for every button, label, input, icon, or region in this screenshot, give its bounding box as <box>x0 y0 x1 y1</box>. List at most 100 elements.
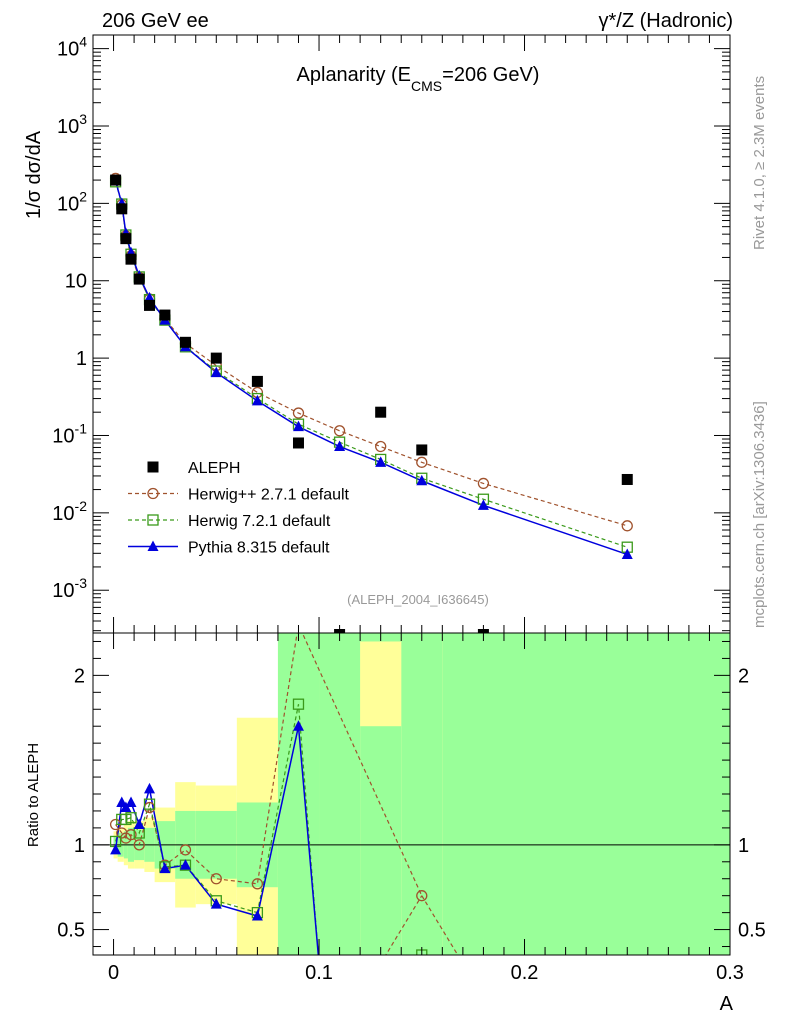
main-y-tick-label: 10-2 <box>52 498 87 525</box>
main-point-data <box>416 444 428 456</box>
ratio-x-tick-label: 0.3 <box>716 962 744 984</box>
main-y-tick-label: 102 <box>57 188 87 215</box>
main-point-data <box>133 273 145 285</box>
main-y-tick-label: 10 <box>65 271 87 293</box>
legend-label-herwigpp: Herwig++ 2.7.1 default <box>188 487 350 504</box>
main-point-pythia <box>621 548 633 559</box>
ratio-y-tick-label-left: 0.5 <box>57 920 85 942</box>
main-y-tick-label: 10-3 <box>52 575 87 602</box>
main-point-pythia <box>210 366 222 378</box>
main-x-ticks <box>113 35 731 633</box>
main-point-data <box>375 406 387 418</box>
main-point-data <box>110 174 122 186</box>
ratio-x-tick-label: 0 <box>108 962 119 984</box>
legend: ALEPH Herwig++ 2.7.1 default Herwig 7.2.1 … <box>128 460 350 557</box>
ratio-point-pythia <box>159 862 171 874</box>
legend-label-data: ALEPH <box>188 460 240 477</box>
ratio-point-pythia <box>133 818 145 830</box>
main-point-pythia <box>144 291 156 303</box>
main-point-herwigpp <box>292 407 305 419</box>
main-point-data <box>251 375 263 387</box>
legend-marker-herwigpp <box>147 487 159 500</box>
main-panel: Aplanarity (ECMS=206 GeV) 1/σ dσ/dA 10-3… <box>23 34 731 637</box>
ratio-point-herwigpp <box>416 890 428 902</box>
ratio-point-herwigpp <box>133 839 145 851</box>
yellow-band <box>360 641 402 727</box>
ratio-point-pythia <box>125 796 137 807</box>
main-y-tick-label: 103 <box>57 111 87 138</box>
main-y-tick-label: 10-1 <box>52 420 87 447</box>
analysis-id-label: (ALEPH_2004_I636645) <box>347 592 489 607</box>
main-point-data <box>125 253 137 265</box>
ratio-point-pythia <box>210 898 222 909</box>
ratio-panel: Ratio to ALEPH 0.5 0.5 1 1 2 2 0 0.1 0.2 0.3 A <box>25 632 766 1015</box>
main-point-pythia <box>477 499 489 510</box>
legend-label-pythia: Pythia 8.315 default <box>188 540 330 557</box>
header-left: 206 GeV ee <box>102 10 209 32</box>
main-point-data <box>116 203 128 215</box>
main-point-data <box>179 336 191 348</box>
main-point-data <box>159 309 171 321</box>
ratio-line-herwigpp <box>421 895 459 955</box>
rivet-version-label: Rivet 4.1.0, ≥ 2.3M events <box>751 76 768 250</box>
ratio-line-herwig7 <box>115 802 258 914</box>
ratio-point-pythia <box>292 720 304 731</box>
green-band <box>277 633 320 955</box>
ratio-y-tick-label-left: 1 <box>74 835 85 857</box>
main-point-herwigpp <box>416 456 428 468</box>
ratio-y-tick-label-right: 2 <box>738 665 749 687</box>
ratio-point-pythia <box>144 782 156 794</box>
legend-label-herwig7: Herwig 7.2.1 default <box>188 513 331 530</box>
main-point-herwigpp <box>375 440 387 453</box>
mcplots-source-label: mcplots.cern.ch [arXiv:1306.3436] <box>751 401 768 628</box>
main-point-herwigpp <box>621 520 633 532</box>
ratio-y-tick-label-right: 0.5 <box>738 920 766 942</box>
ratio-point-herwigpp <box>179 844 192 856</box>
main-point-herwigpp <box>333 425 346 437</box>
green-band <box>442 633 525 955</box>
ratio-point-herwigpp <box>210 873 222 885</box>
chart-title-tail: =206 GeV) <box>442 64 539 86</box>
ratio-x-tick-label: 0.1 <box>305 962 333 984</box>
ratio-point-herwig7 <box>143 798 156 810</box>
ratio-y-tick-label-right: 1 <box>738 835 749 857</box>
main-point-pythia <box>292 420 304 432</box>
main-y-tick-label: 1 <box>76 348 87 370</box>
ratio-series <box>109 633 459 955</box>
ratio-y-ticks: 0.5 0.5 1 1 2 2 <box>57 640 766 948</box>
legend-marker-data <box>147 461 159 473</box>
ratio-point-pythia <box>179 859 191 870</box>
ratio-point-herwigpp <box>125 829 137 841</box>
green-band <box>524 633 730 955</box>
main-y-tick-label: 104 <box>57 34 87 61</box>
main-point-herwigpp <box>477 477 490 490</box>
ratio-line-herwigpp <box>385 895 423 955</box>
ratio-point-herwigpp <box>251 878 264 890</box>
green-band <box>319 633 361 955</box>
main-point-pythia <box>375 456 387 467</box>
main-point-data <box>210 352 222 364</box>
ratio-uncertainty-bands <box>93 633 730 955</box>
ratio-point-herwig7 <box>292 698 305 710</box>
main-point-pythia <box>334 440 346 452</box>
ratio-point-pythia <box>251 910 263 921</box>
x-axis-label: A <box>720 993 734 1015</box>
main-y-axis-label: 1/σ dσ/dA <box>23 130 45 219</box>
ratio-y-axis-label: Ratio to ALEPH <box>25 743 42 847</box>
ratio-x-ticks: 0 0.1 0.2 0.3 <box>108 633 744 984</box>
main-point-data <box>144 299 156 311</box>
main-point-pythia <box>251 394 263 406</box>
ratio-point-herwig7 <box>125 812 137 824</box>
green-band <box>401 633 443 955</box>
main-y-ticks: 10-3 10-2 10-1 1 10 102 103 104 <box>52 34 730 632</box>
main-point-data <box>621 473 633 485</box>
main-point-data <box>292 437 304 449</box>
main-series <box>109 172 633 637</box>
legend-marker-pythia <box>147 540 159 551</box>
main-point-data <box>120 233 132 245</box>
chart-title-sub: CMS <box>411 78 442 94</box>
chart-title-main: Aplanarity (E <box>297 64 412 86</box>
chart-title: Aplanarity (ECMS=206 GeV) <box>297 64 540 94</box>
ratio-x-tick-label: 0.2 <box>511 962 539 984</box>
